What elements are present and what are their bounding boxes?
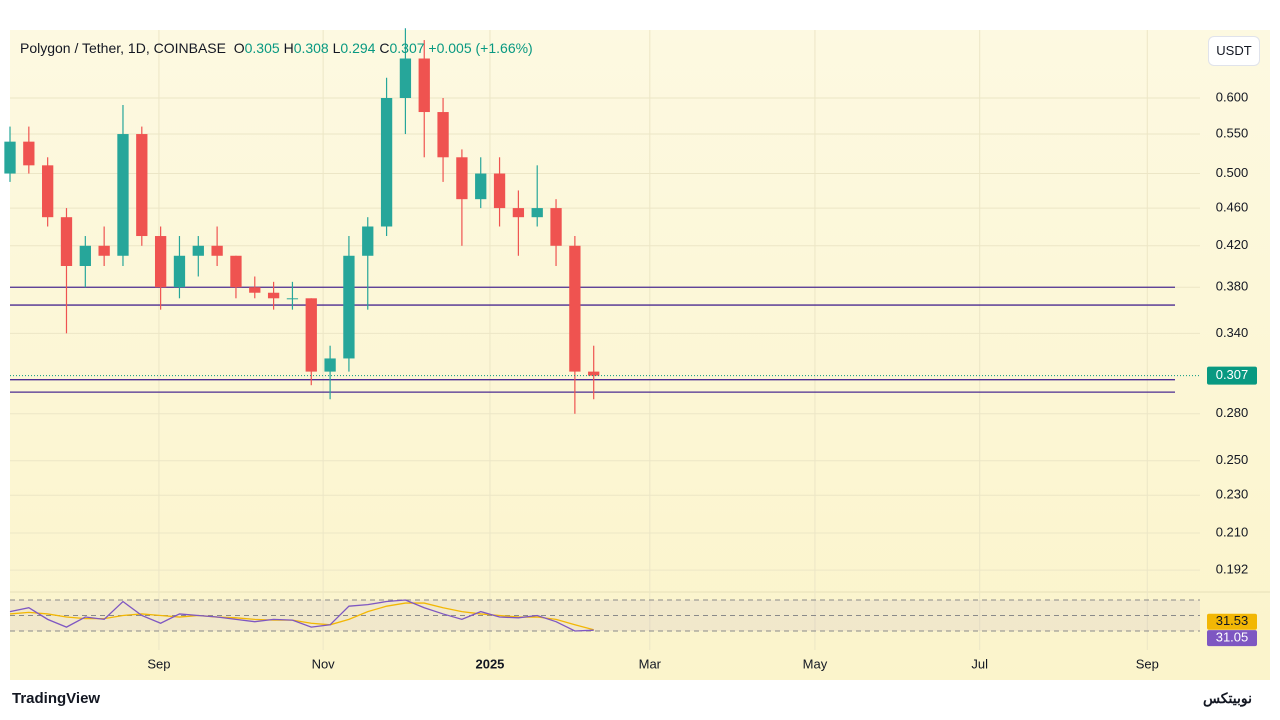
legend: Polygon / Tether, 1D, COINBASE O0.305 H0…: [20, 40, 533, 56]
candle-body: [267, 292, 280, 299]
y-tick-label: 0.420: [1216, 237, 1249, 252]
last-price-label: 0.307: [1216, 367, 1249, 382]
y-tick-label: 0.460: [1216, 200, 1249, 215]
x-tick-label: Mar: [639, 656, 662, 671]
x-tick-label: 2025: [475, 656, 504, 671]
candle-body: [23, 141, 35, 166]
y-tick-label: 0.340: [1216, 325, 1249, 340]
y-tick-label: 0.210: [1216, 524, 1249, 539]
candle-body: [531, 208, 543, 218]
rsi-value-label: 31.53: [1216, 613, 1249, 628]
candle-body: [136, 134, 148, 237]
candle-body: [493, 173, 506, 209]
rsi-badge: [1207, 613, 1257, 630]
y-tick-label: 0.250: [1216, 452, 1249, 467]
candle-body: [286, 298, 299, 300]
candle-body: [211, 245, 223, 256]
candle-body: [98, 245, 110, 256]
candle-body: [192, 245, 204, 256]
symbol: Polygon / Tether, 1D, COINBASE: [20, 40, 226, 56]
watermark: نوبیتکس: [1202, 690, 1252, 706]
ohlc-key: O: [233, 40, 245, 56]
ohlc-value: 0.307: [389, 40, 425, 56]
rsi-line: [9, 599, 594, 632]
chart-background: [10, 30, 1270, 680]
candle-body: [512, 208, 525, 218]
candle-body: [230, 255, 242, 288]
x-tick-label: Jul: [971, 656, 988, 671]
candle-body: [173, 255, 186, 288]
x-tick-label: Sep: [1136, 656, 1159, 671]
candle-body: [117, 134, 129, 256]
candle-body: [60, 217, 73, 266]
candle-body: [249, 287, 261, 293]
ohlc-key: H: [283, 40, 294, 56]
candle-body: [154, 236, 167, 288]
change: +0.005 (+1.66%): [428, 40, 533, 56]
candle-body: [79, 245, 91, 266]
rsi-line: [9, 602, 594, 631]
candle-body: [4, 141, 16, 174]
candle-body: [550, 208, 562, 246]
y-tick-label: 0.230: [1216, 487, 1249, 502]
ohlc-value: 0.308: [293, 40, 329, 56]
candle-body: [588, 371, 600, 376]
candle-body: [42, 165, 54, 218]
candle-body: [437, 112, 449, 158]
candle-body: [456, 157, 468, 200]
candle-body: [324, 358, 336, 372]
ohlc-value: 0.294: [340, 40, 376, 56]
candle-body: [305, 298, 317, 372]
currency-button[interactable]: USDT: [1208, 36, 1260, 66]
y-tick-label: 0.500: [1216, 165, 1249, 180]
ohlc-key: L: [332, 40, 341, 56]
x-tick-label: May: [803, 656, 828, 671]
candle-body: [380, 97, 393, 227]
candle-body: [475, 173, 487, 200]
x-tick-label: Nov: [312, 656, 336, 671]
y-tick-label: 0.380: [1216, 279, 1249, 294]
candle-body: [362, 226, 374, 256]
candle-body: [418, 58, 430, 113]
branding: TradingView: [12, 690, 101, 707]
candle-body: [343, 255, 355, 359]
ohlc-value: 0.305: [244, 40, 280, 56]
y-tick-label: 0.550: [1216, 125, 1249, 140]
y-tick-label: 0.280: [1216, 405, 1249, 420]
ohlc-key: C: [379, 40, 390, 56]
y-tick-label: 0.600: [1216, 89, 1249, 104]
rsi-badge: [1207, 630, 1257, 647]
y-tick-label: 0.192: [1216, 562, 1249, 577]
rsi-value-label: 31.05: [1216, 630, 1249, 645]
candle-body: [569, 245, 581, 372]
x-tick-label: Sep: [147, 656, 170, 671]
candle-body: [399, 58, 412, 98]
last-price-badge: [1207, 366, 1257, 385]
